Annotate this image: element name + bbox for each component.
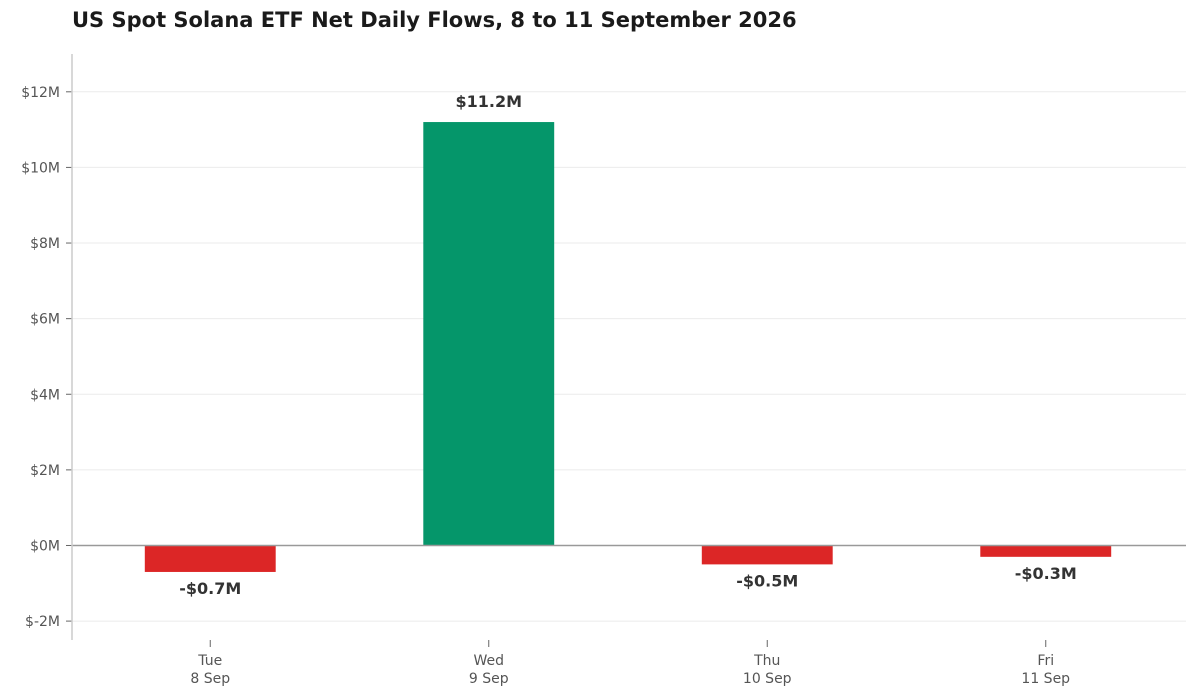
y-tick-label: $6M [30,312,60,328]
y-tick-label: $0M [30,538,60,554]
gridlines [72,91,1186,622]
y-axis-ticks: $-2M $0M $2M $4M $6M $8M $10M $12M [21,85,72,630]
data-label: $11.2M [455,92,522,111]
x-tick-label-date: 9 Sep [469,671,509,687]
x-tick-label-day: Thu [753,653,780,669]
x-tick-label-day: Wed [473,653,504,669]
chart-title: US Spot Solana ETF Net Daily Flows, 8 to… [72,8,797,32]
bar [980,545,1112,557]
y-tick-label: $-2M [25,614,60,630]
x-tick-label-day: Fri [1037,653,1054,669]
data-labels: -$0.7M $11.2M -$0.5M -$0.3M [179,92,1077,598]
bar [701,545,833,565]
data-label: -$0.3M [1015,564,1077,583]
bars [144,122,1112,572]
y-tick-label: $8M [30,236,60,252]
x-axis-ticks: Tue 8 Sep Wed 9 Sep Thu 10 Sep Fri 11 Sep [190,640,1070,687]
y-tick-label: $10M [21,160,60,176]
y-tick-label: $2M [30,463,60,479]
data-label: -$0.5M [736,571,798,590]
bar [423,122,555,546]
x-tick-label-date: 11 Sep [1021,671,1070,687]
x-tick-label-day: Tue [197,653,222,669]
y-tick-label: $12M [21,85,60,101]
x-tick-label-date: 8 Sep [190,671,230,687]
bar [144,545,276,572]
y-tick-label: $4M [30,387,60,403]
x-tick-label-date: 10 Sep [743,671,792,687]
data-label: -$0.7M [179,579,241,598]
